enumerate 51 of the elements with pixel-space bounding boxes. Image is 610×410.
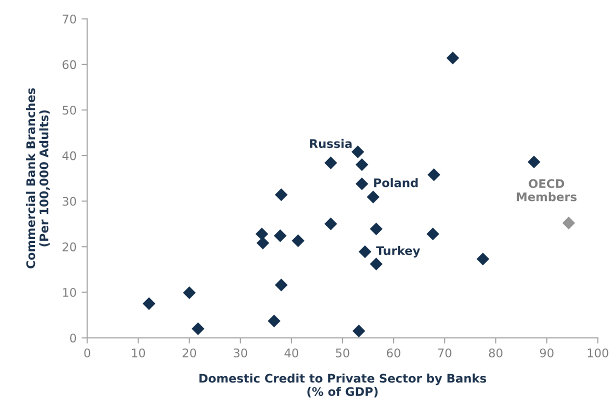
point	[370, 258, 383, 270]
point	[192, 322, 204, 336]
x-tick-label: 0	[84, 348, 90, 358]
y-tick-label: 10	[63, 288, 76, 297]
point	[562, 216, 576, 230]
point	[352, 324, 366, 338]
point	[356, 158, 368, 172]
point	[446, 52, 460, 64]
point	[292, 234, 304, 248]
y-tick-label: 60	[62, 60, 76, 70]
y-tick-label: 50	[62, 106, 76, 115]
point	[268, 314, 280, 328]
x-tick-label: 60	[386, 348, 400, 358]
annotation: Poland	[374, 178, 418, 188]
point	[426, 228, 440, 240]
point	[142, 297, 156, 310]
y-tick-label: 0	[70, 334, 76, 342]
x-tick-label: 50	[336, 348, 350, 358]
series-label: OECD Members	[516, 179, 577, 202]
y-tick-label: 40	[62, 151, 76, 160]
point	[370, 222, 383, 236]
point	[324, 218, 338, 230]
point	[324, 156, 338, 170]
point	[476, 252, 490, 266]
point	[255, 228, 268, 240]
point	[366, 190, 380, 204]
y-tick-label: 20	[62, 242, 76, 252]
point	[274, 188, 288, 202]
x-tick-label: 40	[284, 348, 298, 358]
x-tick-label: 10	[132, 348, 146, 358]
annotation: Turkey	[376, 246, 420, 258]
y-axis-title: Commercial Bank Branches (Per 100,000 Adults)	[26, 88, 50, 268]
x-tick-label: 90	[540, 348, 554, 358]
point	[274, 229, 287, 242]
point	[358, 245, 372, 258]
y-tick-label: 30	[62, 196, 76, 206]
point	[428, 168, 440, 182]
point	[182, 286, 196, 300]
x-tick-label: 70	[438, 348, 452, 358]
point	[274, 278, 288, 292]
point	[351, 146, 364, 158]
x-tick-label: 20	[182, 348, 196, 358]
y-tick-label: 70	[62, 14, 76, 24]
annotation: Russia	[310, 138, 352, 148]
point	[256, 236, 270, 250]
x-tick-label: 80	[488, 348, 502, 358]
x-axis-title: Domestic Credit to Private Sector by Banks (% of GDP)	[199, 374, 486, 398]
point	[528, 156, 540, 168]
x-tick-label: 100	[588, 348, 608, 358]
x-tick-label: 30	[234, 348, 248, 358]
point	[356, 177, 368, 190]
